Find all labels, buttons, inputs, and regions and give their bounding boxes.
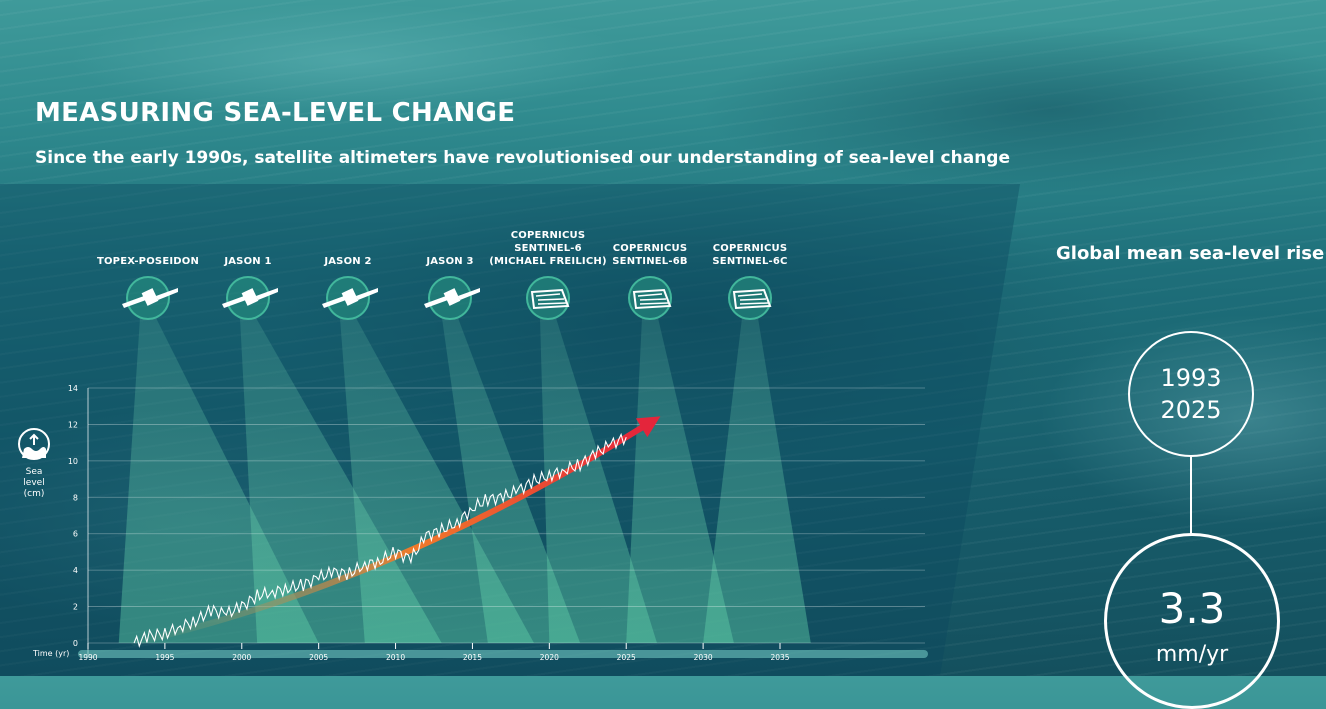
satellite-label: JASON 3 bbox=[426, 256, 474, 267]
x-tick-label: 2010 bbox=[386, 653, 405, 662]
y-tick-label: 12 bbox=[68, 420, 78, 429]
satellite-label: COPERNICUS SENTINEL-6 (MICHAEL FREILICH) bbox=[489, 230, 607, 267]
rate-value: 3.3 bbox=[1158, 584, 1226, 633]
y-tick-label: 10 bbox=[68, 457, 78, 466]
x-tick-label: 2020 bbox=[540, 653, 559, 662]
satellite-beam bbox=[540, 318, 657, 643]
sentinel-satellite-icon bbox=[728, 276, 772, 320]
trend-arrowhead bbox=[635, 416, 661, 438]
x-tick-label: 2035 bbox=[770, 653, 789, 662]
page-subtitle: Since the early 1990s, satellite altimet… bbox=[35, 148, 1010, 168]
year-end: 2025 bbox=[1160, 396, 1222, 424]
sea-level-icon bbox=[18, 428, 50, 460]
x-tick-label: 1990 bbox=[78, 653, 97, 662]
y-axis-label: Sea level (cm) bbox=[23, 467, 45, 499]
sentinel-satellite-icon bbox=[526, 276, 570, 320]
satellite-label: TOPEX-POSEIDON bbox=[96, 256, 200, 267]
satellite-label: JASON 1 bbox=[224, 256, 272, 267]
satellite-beam bbox=[442, 318, 581, 643]
page-title: MEASURING SEA-LEVEL CHANGE bbox=[35, 98, 516, 128]
x-axis-label: Time (yr) bbox=[33, 649, 70, 658]
rate-unit: mm/yr bbox=[1155, 642, 1229, 667]
y-tick-label: 14 bbox=[68, 384, 78, 393]
x-tick-label: 2000 bbox=[232, 653, 251, 662]
y-tick-label: 2 bbox=[73, 603, 78, 612]
sentinel-satellite-icon bbox=[628, 276, 672, 320]
satellite-beam bbox=[703, 318, 811, 643]
satellite-icon bbox=[322, 276, 378, 320]
year-start: 1993 bbox=[1160, 364, 1222, 392]
sidebar-title: Global mean sea-level rise bbox=[1056, 243, 1325, 264]
x-tick-label: 2025 bbox=[617, 653, 636, 662]
x-tick-label: 1995 bbox=[155, 653, 174, 662]
y-tick-label: 0 bbox=[73, 639, 78, 648]
satellite-beam bbox=[626, 318, 734, 643]
sea-level-series-line bbox=[133, 432, 627, 648]
satellite-icon bbox=[424, 276, 480, 320]
y-tick-label: 6 bbox=[73, 530, 78, 539]
sea-level-chart: 0 2 4 6 8 10 12 14 1990 1995 2000 2005 2010 2015 2020 2… bbox=[68, 318, 928, 662]
period-circle: 1993 2025 bbox=[1128, 331, 1254, 457]
y-tick-label: 4 bbox=[73, 566, 78, 575]
rate-circle: 3.3 mm/yr bbox=[1104, 533, 1280, 709]
satellite-label: COPERNICUS SENTINEL-6B bbox=[612, 243, 688, 267]
satellite-label: JASON 2 bbox=[324, 256, 372, 267]
satellite-icon bbox=[222, 276, 278, 320]
x-tick-label: 2005 bbox=[309, 653, 328, 662]
satellite-icon bbox=[122, 276, 178, 320]
satellite-label: COPERNICUS SENTINEL-6C bbox=[712, 243, 788, 267]
connector-line bbox=[1190, 457, 1192, 535]
x-tick-label: 2030 bbox=[694, 653, 713, 662]
timeline-bar bbox=[78, 650, 928, 658]
y-tick-label: 8 bbox=[73, 493, 78, 502]
x-tick-label: 2015 bbox=[463, 653, 482, 662]
